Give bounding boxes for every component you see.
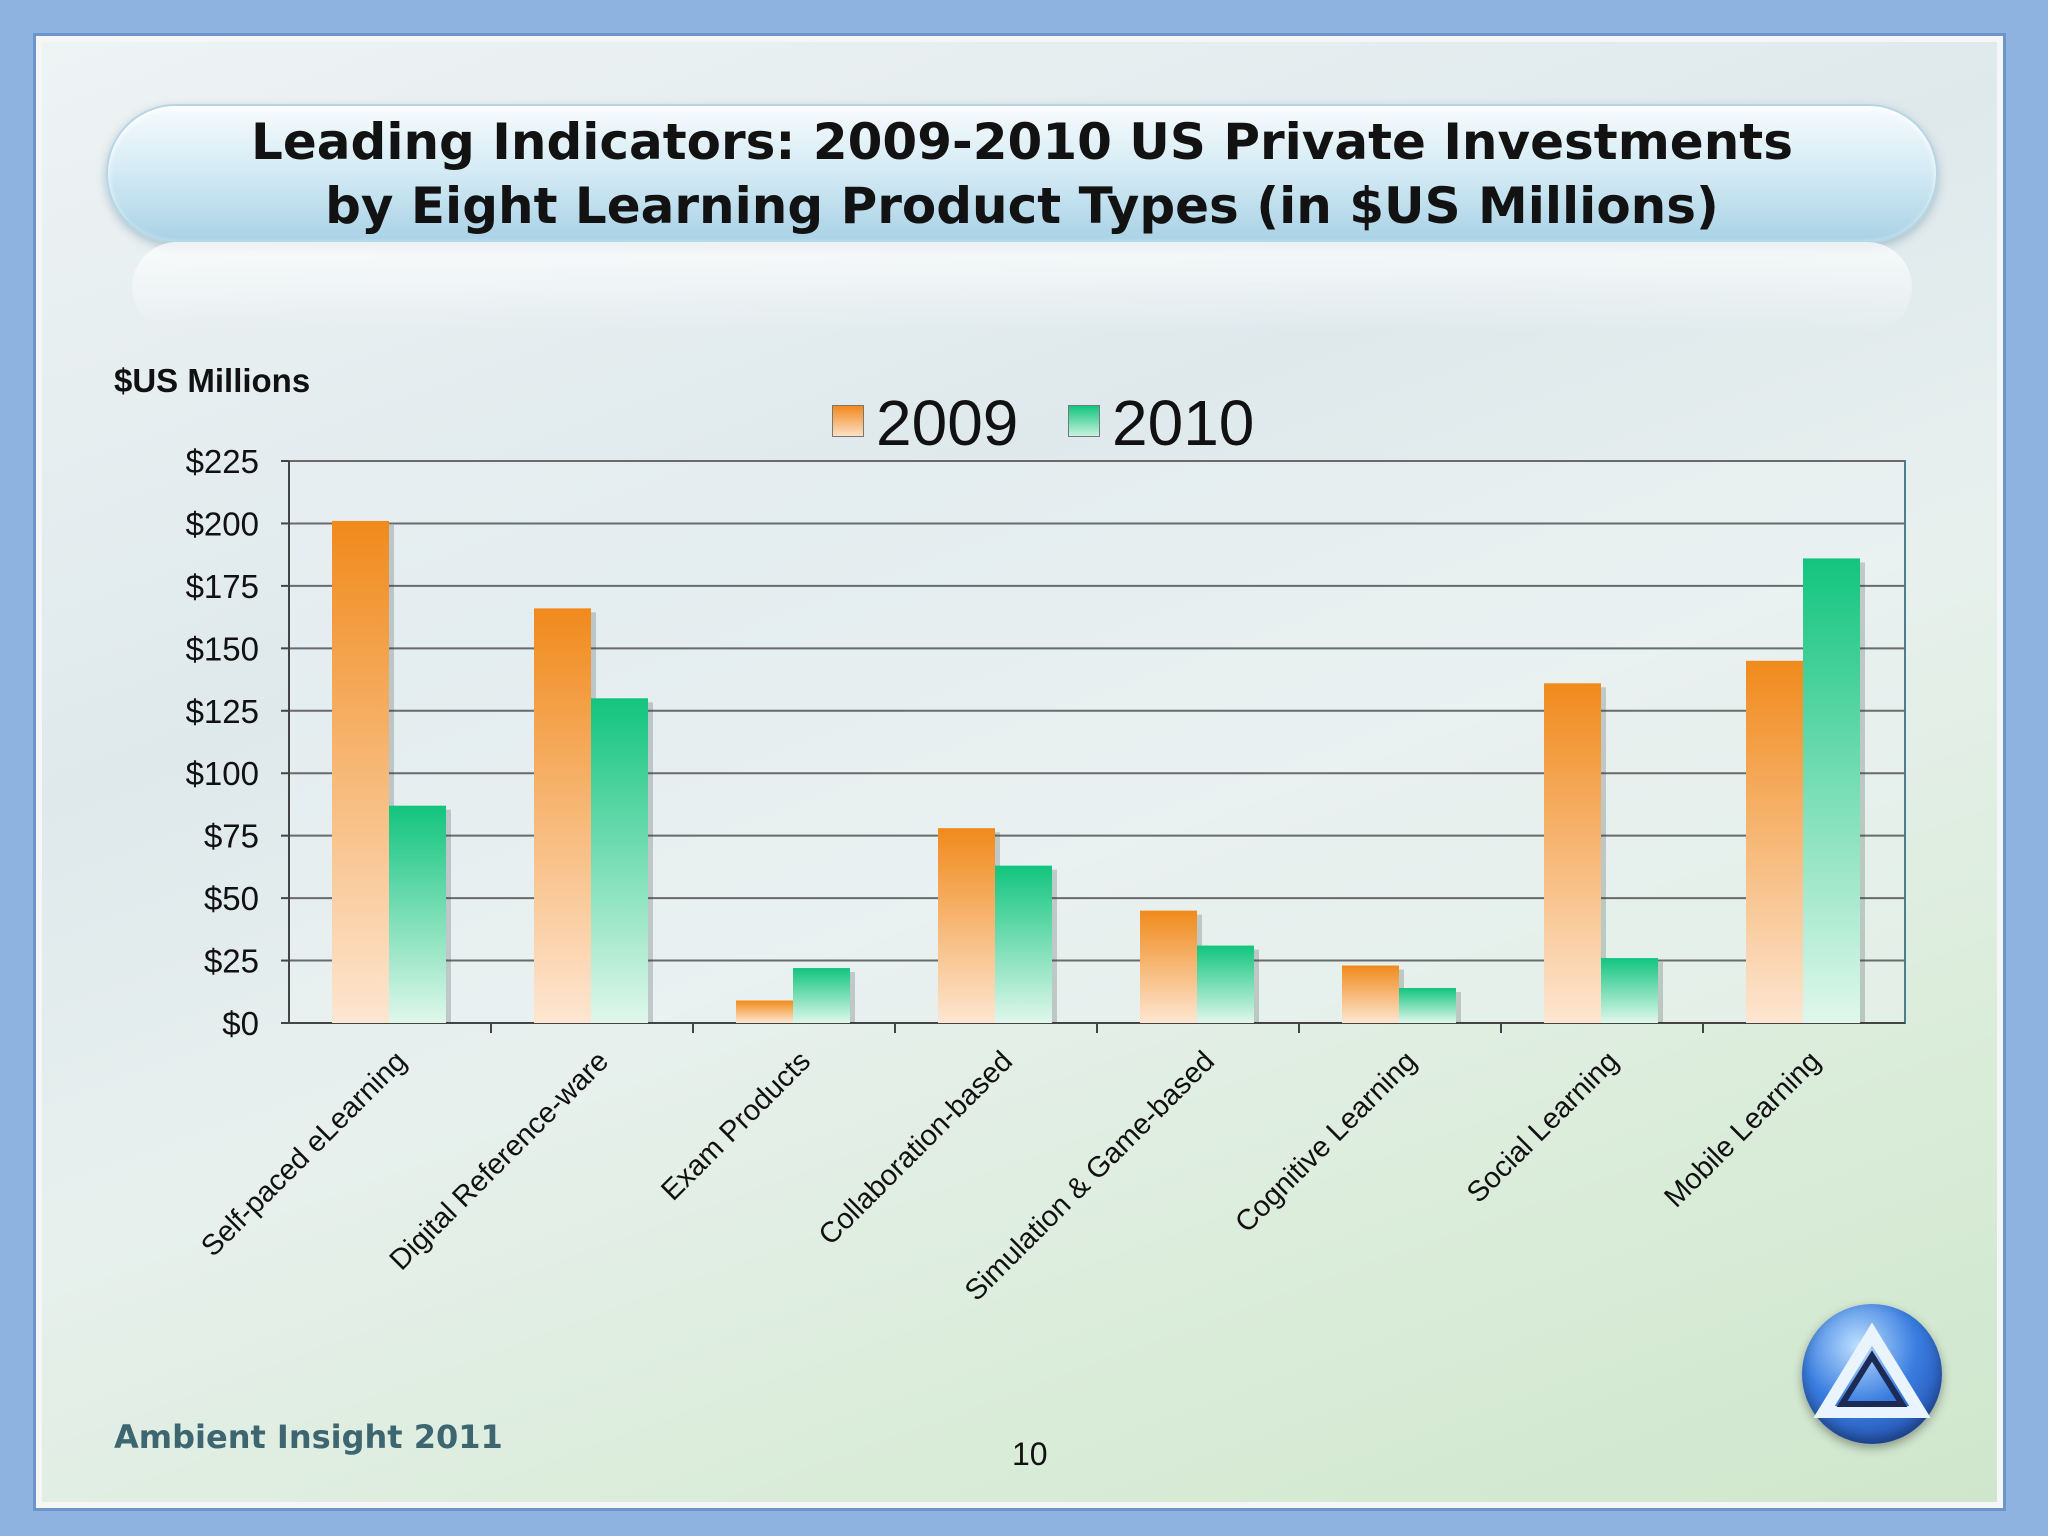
bar-2010 bbox=[1803, 558, 1860, 1023]
bar-2009 bbox=[1342, 965, 1399, 1023]
bar-2009 bbox=[534, 608, 591, 1023]
triangle-logo-icon bbox=[1813, 1322, 1931, 1418]
x-category-label: Cognitive Learning bbox=[1229, 1045, 1423, 1239]
chart-title-line-2: by Eight Learning Product Types (in $US … bbox=[325, 177, 1719, 235]
chart-title-line-1: Leading Indicators: 2009-2010 US Private… bbox=[251, 113, 1793, 171]
bar-2009 bbox=[332, 520, 389, 1023]
y-axis-unit-label: $US Millions bbox=[114, 362, 311, 399]
y-tick-label: $0 bbox=[222, 1005, 259, 1042]
legend-swatch-2010 bbox=[1068, 405, 1100, 437]
footer-credit: Ambient Insight 2011 bbox=[114, 1418, 503, 1456]
y-tick-label: $50 bbox=[204, 880, 259, 917]
x-category-label: Digital Reference-ware bbox=[384, 1045, 615, 1276]
bar-2009 bbox=[736, 1000, 793, 1023]
x-category-label: Mobile Learning bbox=[1658, 1045, 1827, 1214]
bar-2010 bbox=[1399, 988, 1456, 1023]
y-tick-label: $100 bbox=[186, 755, 259, 792]
y-tick-label: $75 bbox=[204, 818, 259, 855]
bar-2009 bbox=[938, 828, 995, 1023]
x-category-label: Collaboration-based bbox=[813, 1045, 1019, 1251]
slide: Leading Indicators: 2009-2010 US Private… bbox=[36, 36, 2003, 1508]
bar-2010 bbox=[1601, 958, 1658, 1023]
bar-2009 bbox=[1140, 910, 1197, 1023]
y-tick-label: $225 bbox=[186, 443, 259, 480]
x-category-label: Social Learning bbox=[1461, 1045, 1625, 1209]
y-tick-label: $125 bbox=[186, 693, 259, 730]
y-tick-label: $150 bbox=[186, 630, 259, 667]
title-banner-reflection bbox=[132, 242, 1912, 332]
bar-2010 bbox=[591, 698, 648, 1023]
x-category-label: Self-paced eLearning bbox=[195, 1045, 413, 1263]
legend-label-2010: 2010 bbox=[1112, 387, 1255, 459]
ambient-insight-logo bbox=[1802, 1304, 1942, 1444]
title-banner: Leading Indicators: 2009-2010 US Private… bbox=[106, 104, 1938, 243]
bar-2010 bbox=[1197, 945, 1254, 1023]
legend-label-2009: 2009 bbox=[876, 387, 1019, 459]
bar-2010 bbox=[793, 968, 850, 1023]
bar-2010 bbox=[389, 805, 446, 1023]
y-tick-label: $25 bbox=[204, 943, 259, 980]
y-tick-label: $175 bbox=[186, 568, 259, 605]
bar-2009 bbox=[1746, 660, 1803, 1023]
x-category-label: Exam Products bbox=[655, 1045, 817, 1207]
y-tick-label: $200 bbox=[186, 505, 259, 542]
page-number: 10 bbox=[1012, 1436, 1048, 1472]
bar-2009 bbox=[1544, 683, 1601, 1023]
plot-area bbox=[288, 460, 1906, 1024]
bar-2010 bbox=[995, 865, 1052, 1023]
legend-swatch-2009 bbox=[832, 405, 864, 437]
